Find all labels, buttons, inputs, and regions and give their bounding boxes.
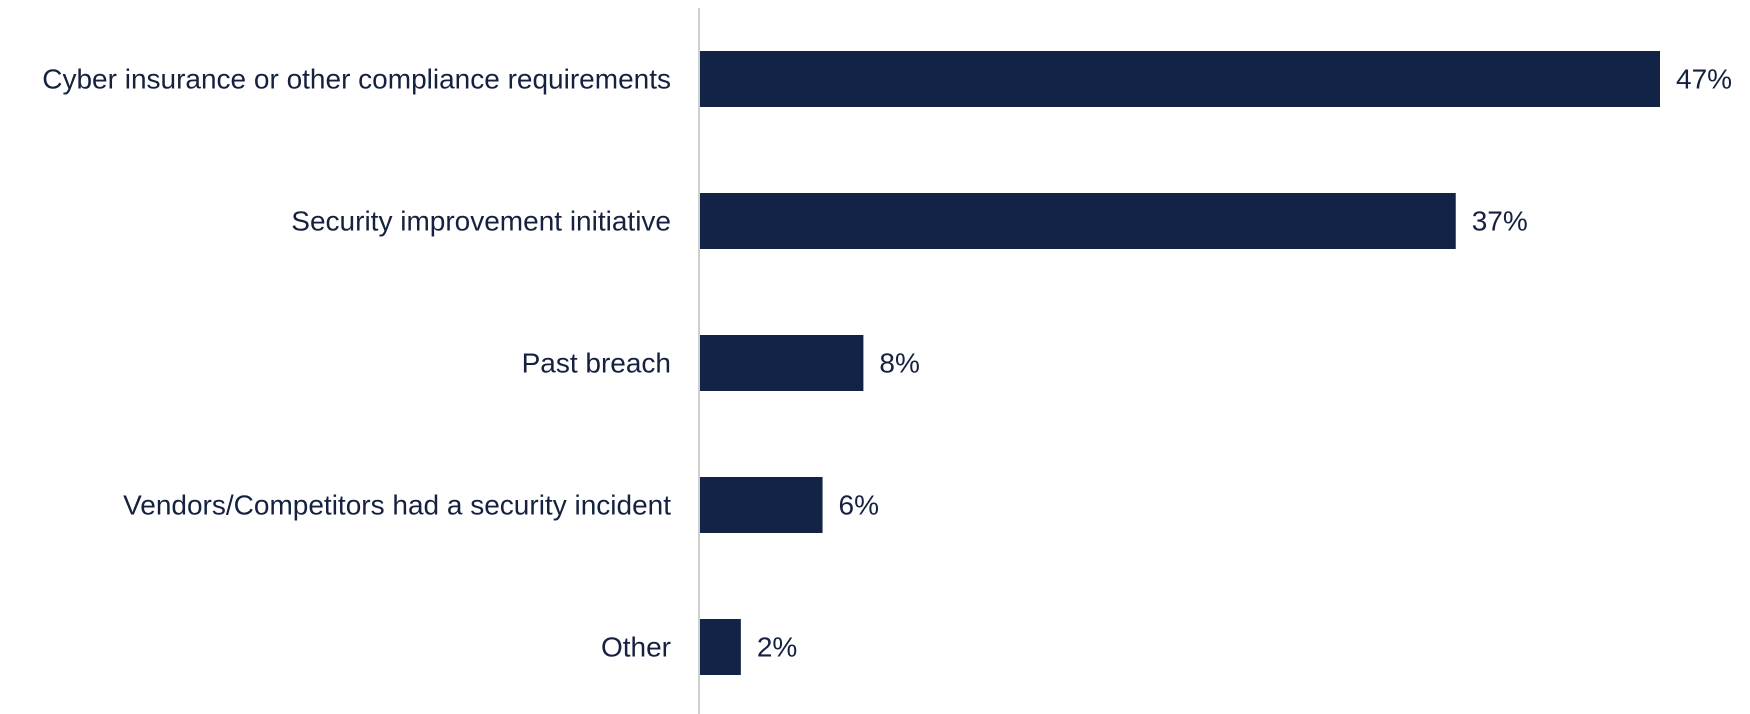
category-label-2: Past breach [522,348,671,379]
category-label-4: Other [601,632,671,663]
bar-2 [700,335,864,391]
bars-group [700,51,1660,675]
category-label-0: Cyber insurance or other compliance requ… [42,64,671,95]
bar-4 [700,619,741,675]
category-label-1: Security improvement initiative [291,206,671,237]
labels-group: Cyber insurance or other compliance requ… [42,64,1732,663]
value-label-3: 6% [839,490,879,521]
bar-0 [700,51,1660,107]
bar-1 [700,193,1456,249]
value-label-2: 8% [879,348,919,379]
category-label-3: Vendors/Competitors had a security incid… [123,490,671,521]
bar-3 [700,477,823,533]
value-label-1: 37% [1472,206,1528,237]
value-label-0: 47% [1676,64,1732,95]
value-label-4: 2% [757,632,797,663]
